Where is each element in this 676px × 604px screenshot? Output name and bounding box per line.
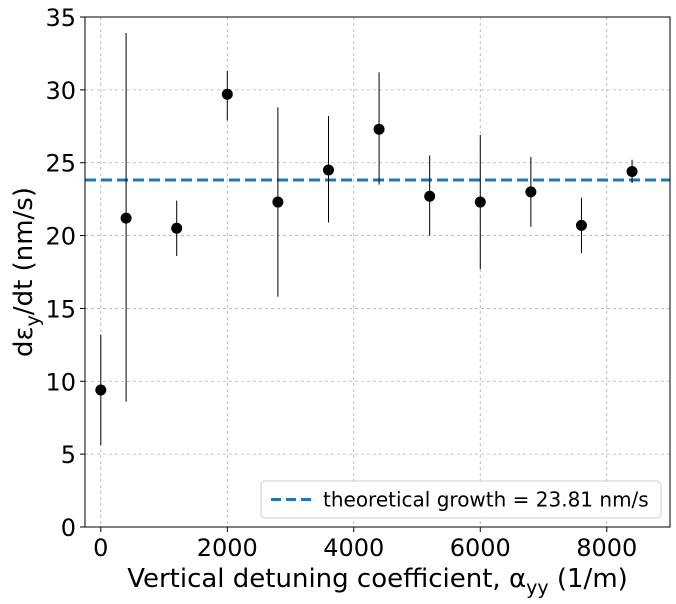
x-tick-label: 2000 xyxy=(197,534,258,562)
y-tick-label: 5 xyxy=(61,441,76,469)
axis-ticks: 0 2000 4000 6000 8000 0 5 10 15 20 25 30 35 xyxy=(45,4,637,562)
data-points xyxy=(95,88,638,396)
y-tick-label: 35 xyxy=(45,4,76,32)
data-point xyxy=(272,196,284,208)
data-point xyxy=(424,190,436,202)
x-tick-label: 0 xyxy=(93,534,108,562)
y-tick-label: 10 xyxy=(45,368,76,396)
y-tick-label: 20 xyxy=(45,223,76,251)
data-point xyxy=(575,219,587,231)
data-point xyxy=(322,164,334,176)
data-point xyxy=(525,186,537,198)
data-point xyxy=(221,88,233,100)
data-point xyxy=(95,384,107,396)
data-point xyxy=(474,196,486,208)
data-point xyxy=(120,212,132,224)
legend: theoretical growth = 23.81 nm/s xyxy=(260,480,662,519)
x-axis-label: Vertical detuning coefficient, αyy (1/m) xyxy=(127,564,628,599)
y-tick-label: 0 xyxy=(61,514,76,542)
data-point xyxy=(626,165,638,177)
x-tick-label: 4000 xyxy=(323,534,384,562)
legend-box xyxy=(260,480,662,519)
data-point xyxy=(171,222,183,234)
y-tick-label: 30 xyxy=(45,77,76,105)
x-tick-label: 8000 xyxy=(576,534,637,562)
y-tick-label: 25 xyxy=(45,150,76,178)
y-axis-label: dεy/dt (nm/s) xyxy=(9,187,44,357)
plot-frame xyxy=(84,16,671,528)
x-tick-label: 6000 xyxy=(450,534,511,562)
data-point xyxy=(373,123,385,135)
legend-entry-theoretical-growth: theoretical growth = 23.81 nm/s xyxy=(323,488,649,512)
y-tick-label: 15 xyxy=(45,295,76,323)
